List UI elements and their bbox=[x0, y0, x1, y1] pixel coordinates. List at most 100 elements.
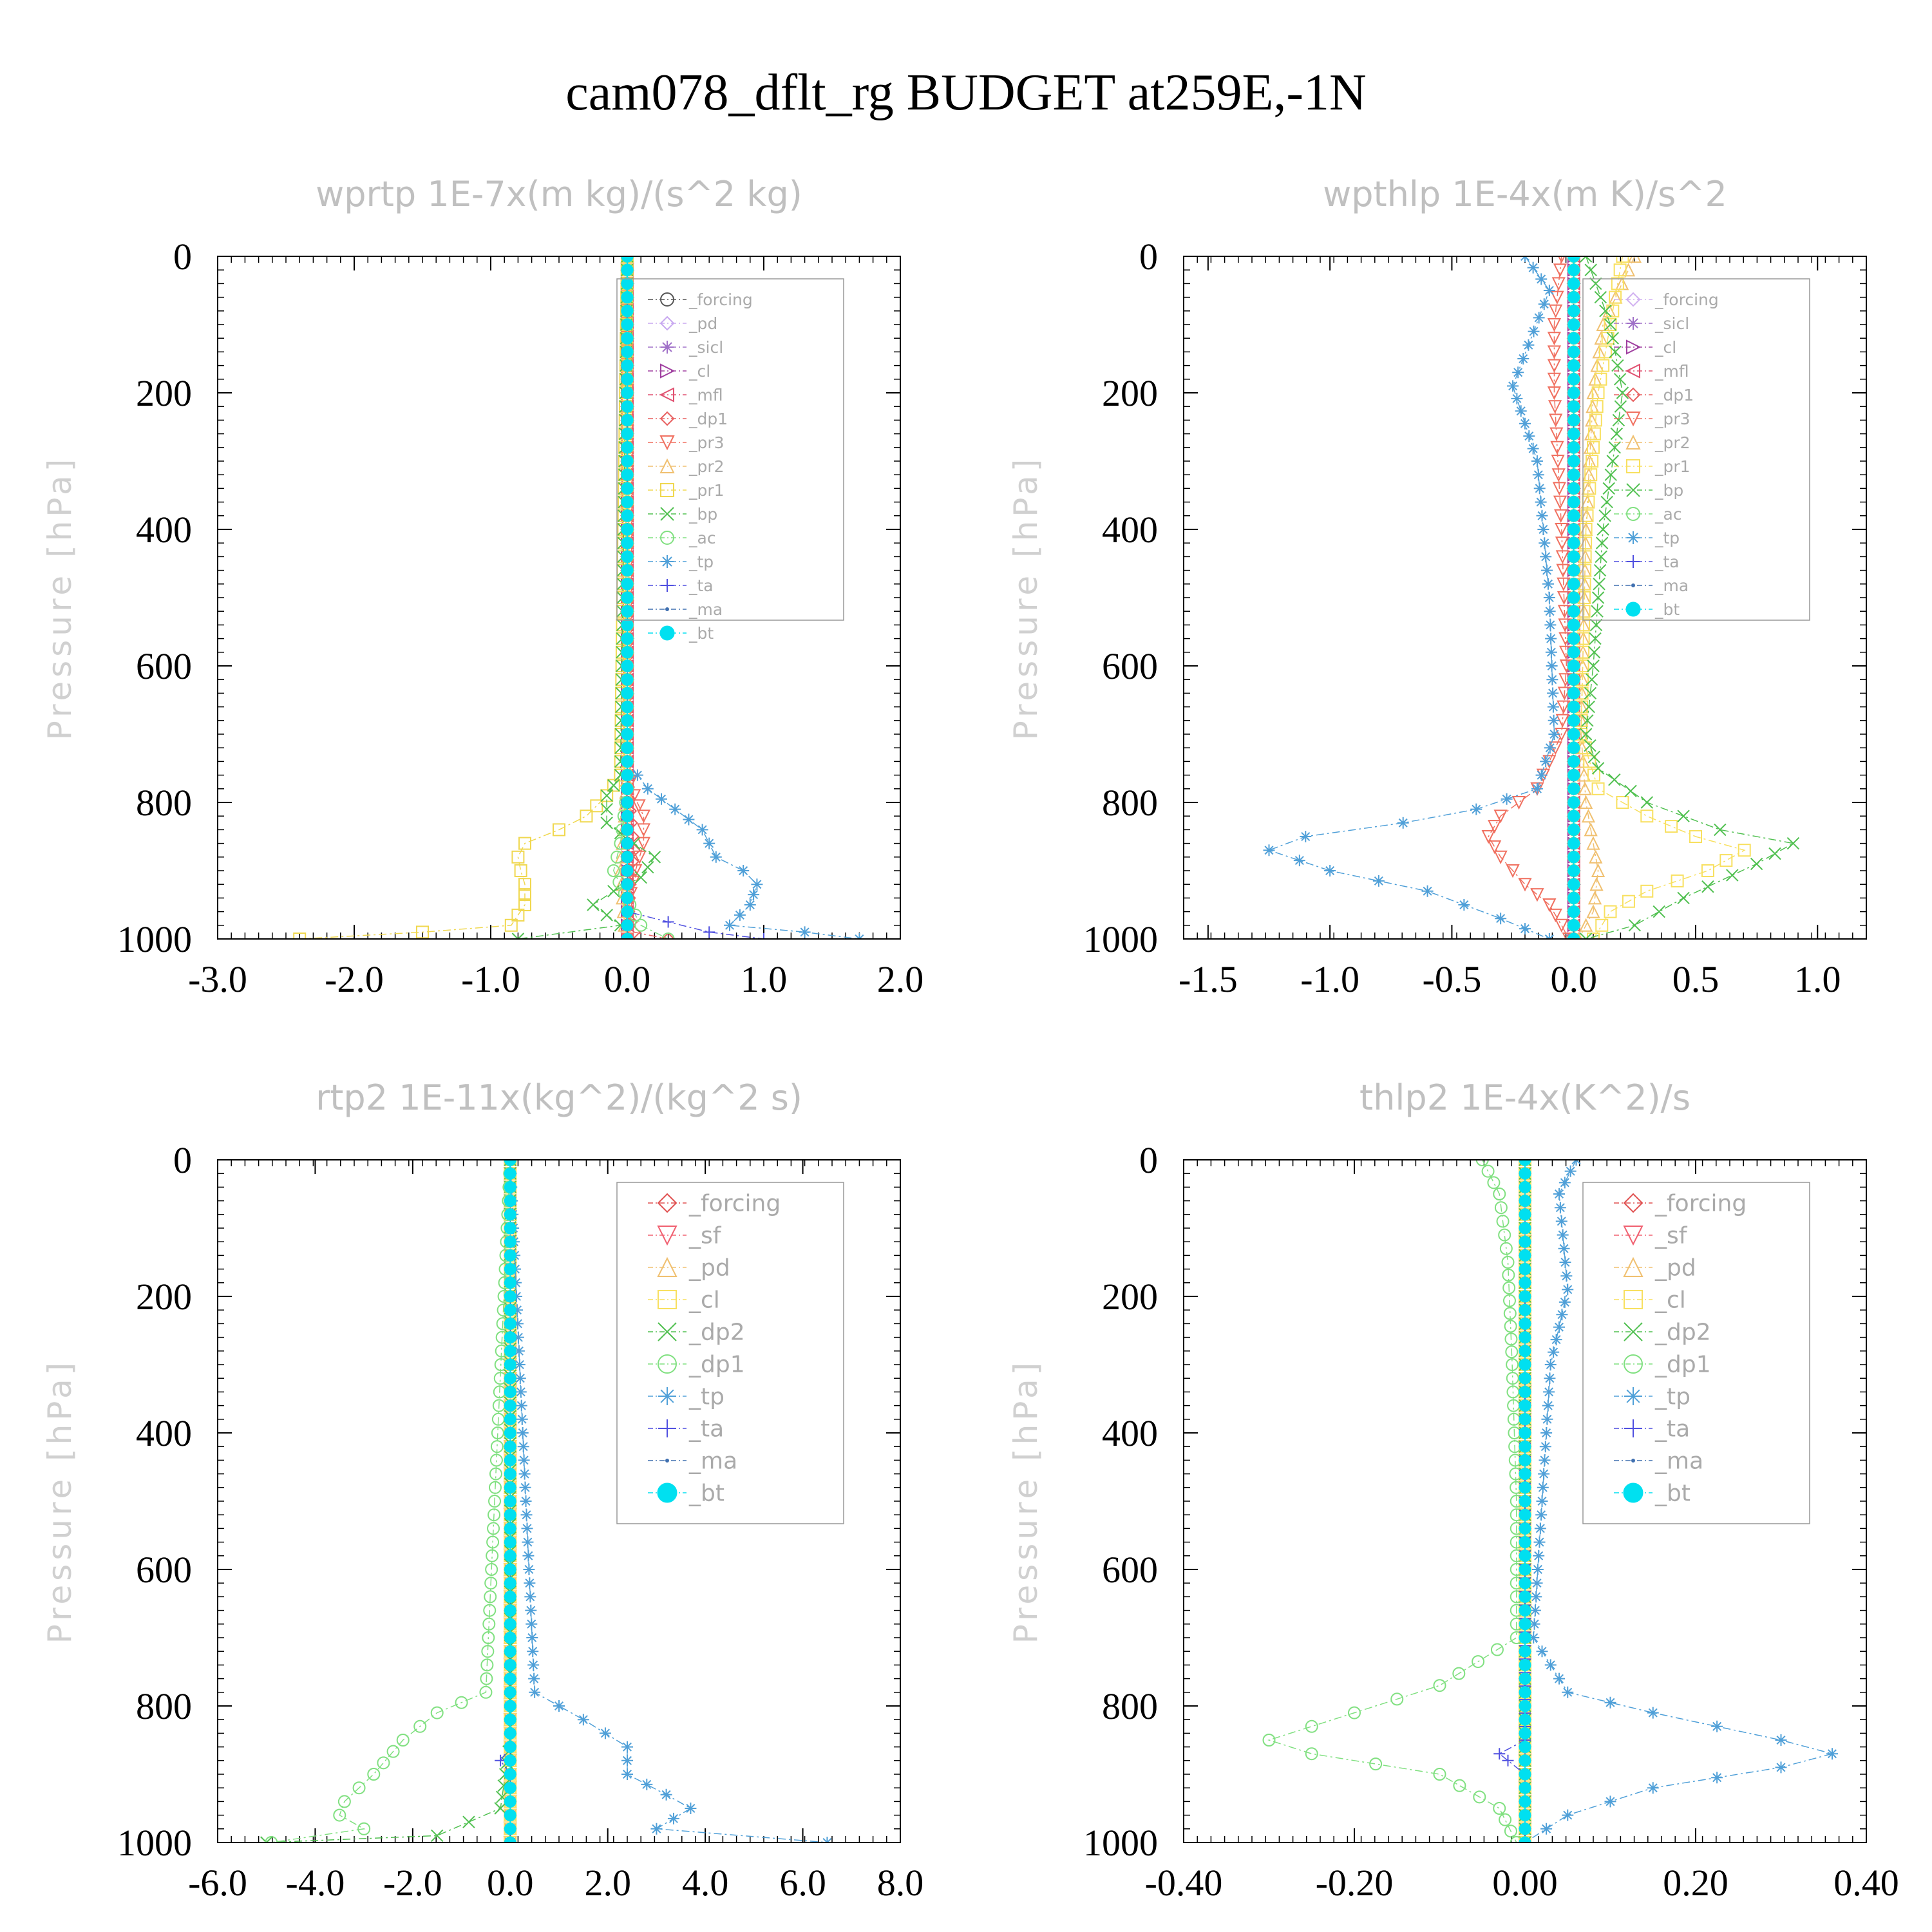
series-bp-point bbox=[1604, 468, 1617, 481]
series-tp-point bbox=[1560, 1270, 1573, 1282]
series-pr1-point bbox=[1587, 427, 1601, 440]
series-dp1-point bbox=[396, 1734, 410, 1747]
series-bt-point bbox=[1567, 564, 1580, 577]
series-pr3-point bbox=[1554, 509, 1568, 524]
legend-item-tp: _tp bbox=[1614, 529, 1680, 547]
legend-swatch-marker bbox=[660, 363, 676, 379]
y-tick-label: 800 bbox=[1102, 782, 1158, 824]
series-ta-point bbox=[758, 933, 770, 939]
series-pr1-point bbox=[1604, 318, 1617, 331]
series-pr3-point bbox=[1557, 577, 1571, 592]
legend-swatch-marker bbox=[659, 458, 675, 473]
series-pr3-point bbox=[1481, 830, 1495, 844]
series-pr1-point bbox=[1595, 918, 1609, 932]
series-dp1-point bbox=[480, 1658, 494, 1672]
legend-label: _ta bbox=[1654, 553, 1680, 571]
series-dp1-point bbox=[1506, 1385, 1520, 1399]
legend-item-bp: _bp bbox=[1614, 481, 1683, 500]
series-bt-point bbox=[621, 578, 634, 591]
series-bt-point bbox=[1519, 1563, 1531, 1576]
series-tp-point bbox=[1558, 1177, 1571, 1189]
series-bt-point bbox=[621, 263, 634, 276]
x-tick-label: -0.20 bbox=[1316, 1862, 1394, 1904]
series-bp-point bbox=[511, 933, 525, 939]
series-bt-point bbox=[504, 1604, 516, 1617]
series-tp-point bbox=[516, 1413, 528, 1425]
legend-label: _ac bbox=[1654, 505, 1682, 524]
series-tp-point bbox=[621, 1754, 633, 1766]
x-tick-label: 0.0 bbox=[487, 1862, 534, 1904]
legend-label: _cl bbox=[688, 362, 710, 381]
series-pr3-point bbox=[1547, 359, 1562, 373]
series-tp-point bbox=[1531, 782, 1543, 795]
series-pr3-point bbox=[1506, 864, 1520, 878]
legend-label: _bt bbox=[1654, 600, 1680, 619]
legend-swatch-marker bbox=[1627, 555, 1640, 568]
plot-frame bbox=[217, 256, 901, 940]
series-bp-point bbox=[1714, 823, 1727, 837]
series-pr3-point bbox=[1547, 345, 1562, 359]
series-tp-point bbox=[1562, 1686, 1574, 1698]
series-bp-point bbox=[1595, 550, 1607, 564]
series-tp-point bbox=[1545, 632, 1557, 645]
series-pr3-point bbox=[1493, 850, 1508, 865]
series-bt-point bbox=[1567, 455, 1580, 468]
series-bt-point bbox=[504, 1372, 516, 1385]
series-bt-point bbox=[621, 591, 634, 604]
series-bt-point bbox=[1567, 428, 1580, 440]
series-tp-point bbox=[1547, 687, 1559, 699]
legend-swatch-marker bbox=[658, 1419, 676, 1437]
series-bt-point bbox=[504, 1741, 516, 1754]
series-bt-point bbox=[1519, 1276, 1531, 1289]
series-pr3-point bbox=[1518, 878, 1532, 892]
series-ac-point bbox=[634, 918, 648, 932]
series-ta-point bbox=[1502, 1754, 1514, 1766]
series-tp-point bbox=[650, 1823, 663, 1835]
series-tp-point bbox=[621, 1768, 633, 1780]
series-bt-point bbox=[621, 782, 634, 795]
legend-swatch-marker bbox=[1631, 1459, 1635, 1463]
legend-label: _sf bbox=[1654, 1223, 1688, 1249]
series-dp1-point bbox=[1502, 1294, 1516, 1307]
series-bt-point bbox=[1519, 1263, 1531, 1276]
series-tp-point bbox=[1604, 1696, 1616, 1709]
legend-item-sicl: _sicl bbox=[648, 338, 723, 357]
series-pr1-point bbox=[1640, 810, 1654, 823]
series-bt-point bbox=[621, 823, 634, 836]
series-bp-point bbox=[1624, 784, 1637, 798]
legend-swatch-marker bbox=[1627, 531, 1640, 544]
series-bt-point bbox=[1567, 864, 1580, 877]
series-bp-point bbox=[600, 817, 613, 829]
legend-item-cl: _cl bbox=[648, 362, 710, 381]
series-dp1-point bbox=[661, 932, 676, 939]
series-pr2-point bbox=[1594, 330, 1608, 345]
legend-item-ta: _ta bbox=[648, 576, 714, 595]
chart-panel-4: thlp2 1E-4x(K^2)/s Pressure [hPa] -0.40 -0.… bbox=[1007, 1077, 1899, 1904]
series-pr3-point bbox=[1556, 564, 1570, 578]
series-pr3-point bbox=[1555, 523, 1569, 537]
series-bt-point bbox=[504, 1631, 516, 1644]
legend-swatch-marker bbox=[1624, 1290, 1643, 1309]
panel-title: thlp2 1E-4x(K^2)/s bbox=[1359, 1077, 1690, 1118]
series-bt-point bbox=[504, 1727, 516, 1739]
series-pr3-point bbox=[1547, 386, 1562, 401]
y-tick-label: 400 bbox=[1102, 1412, 1158, 1454]
series-bt-point bbox=[621, 345, 634, 358]
series-bp-point bbox=[1610, 427, 1624, 440]
series-bt-point bbox=[504, 1563, 516, 1576]
legend-label: _tp bbox=[1654, 1384, 1690, 1410]
legend-item-dp1: _dp1 bbox=[648, 410, 728, 428]
series-bt-point bbox=[621, 851, 634, 864]
series-bt-point bbox=[504, 1249, 516, 1262]
series-bt-point bbox=[504, 1795, 516, 1808]
plot-frame bbox=[217, 1159, 901, 1843]
series-tp-point bbox=[1775, 1734, 1787, 1746]
series-pr3-point bbox=[1555, 536, 1569, 551]
series-dp1-point bbox=[488, 1495, 502, 1508]
series-pr1-point bbox=[1622, 895, 1635, 908]
series-bt-point bbox=[1567, 755, 1580, 768]
series-pr2-point bbox=[1579, 795, 1593, 809]
y-tick-label: 200 bbox=[136, 372, 192, 414]
legend-label: _mfl bbox=[1654, 362, 1689, 381]
series-dp1-point bbox=[1390, 1692, 1404, 1706]
